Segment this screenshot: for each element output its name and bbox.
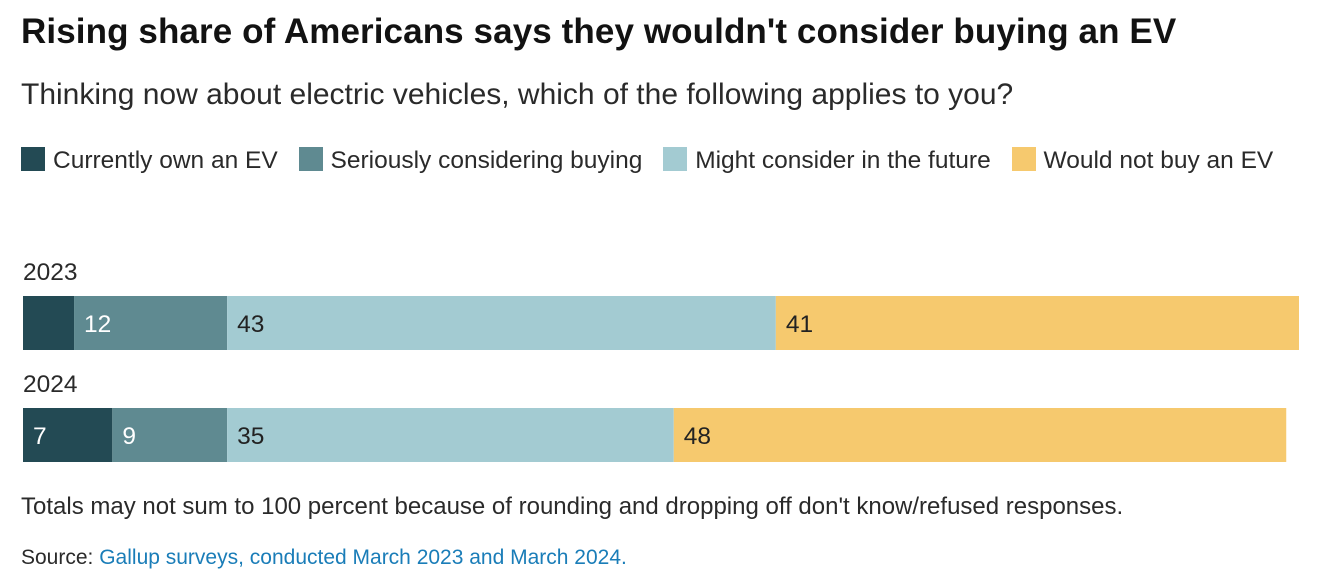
bar-segment-would-not-buy-an-ev-2023 [775, 296, 1299, 350]
legend-item-own: Currently own an EV [21, 147, 278, 174]
data-label-seriously-considering-buying-2024: 9 [122, 423, 136, 450]
data-label-seriously-considering-buying-2023: 12 [84, 311, 111, 338]
source-prefix: Source: [21, 546, 94, 569]
bar-segment-seriously-considering-buying-2024 [112, 408, 228, 462]
legend: Currently own an EV Seriously considerin… [21, 141, 1291, 181]
legend-label-might: Might consider in the future [695, 147, 991, 174]
footnote: Totals may not sum to 100 percent becaus… [21, 493, 1124, 520]
legend-swatch-might [663, 147, 688, 171]
chart-title: Rising share of Americans says they woul… [21, 12, 1177, 51]
data-label-might-consider-in-the-future-2024: 35 [237, 423, 264, 450]
source-link[interactable]: Gallup surveys, conducted March 2023 and… [99, 546, 627, 569]
bar-segment-might-consider-in-the-future-2023 [227, 296, 776, 350]
data-label-might-consider-in-the-future-2023: 43 [237, 311, 264, 338]
legend-label-own: Currently own an EV [53, 147, 278, 174]
legend-swatch-seriously [298, 147, 323, 171]
legend-item-seriously: Seriously considering buying [298, 147, 643, 174]
bar-segment-seriously-considering-buying-2023 [74, 296, 228, 350]
legend-item-might: Might consider in the future [663, 147, 991, 174]
data-label-would-not-buy-an-ev-2023: 41 [786, 311, 813, 338]
legend-label-would-not: Would not buy an EV [1043, 147, 1274, 174]
category-label-2024: 2024 [23, 371, 78, 398]
bar-segment-currently-own-an-ev-2024 [23, 408, 113, 462]
chart-subtitle: Thinking now about electric vehicles, wh… [21, 78, 1014, 111]
category-label-2023: 2023 [23, 259, 78, 286]
source-line: Source: Gallup surveys, conducted March … [21, 546, 627, 570]
bar-segment-currently-own-an-ev-2023 [23, 296, 75, 350]
legend-label-seriously: Seriously considering buying [330, 147, 643, 174]
legend-swatch-would-not [1011, 147, 1036, 171]
data-label-currently-own-an-ev-2024: 7 [33, 423, 47, 450]
bar-segment-might-consider-in-the-future-2024 [227, 408, 674, 462]
legend-item-would-not: Would not buy an EV [1011, 147, 1274, 174]
bar-segment-would-not-buy-an-ev-2024 [673, 408, 1287, 462]
data-label-would-not-buy-an-ev-2024: 48 [684, 423, 711, 450]
legend-swatch-own [21, 147, 45, 171]
